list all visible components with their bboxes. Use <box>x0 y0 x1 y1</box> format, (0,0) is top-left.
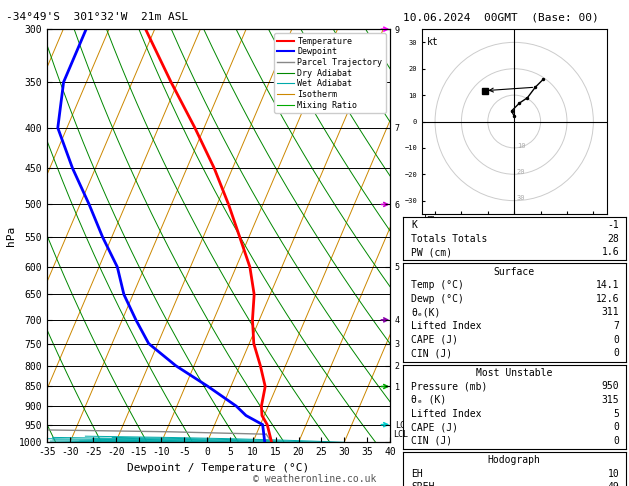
Text: Surface: Surface <box>494 267 535 277</box>
Text: 10.06.2024  00GMT  (Base: 00): 10.06.2024 00GMT (Base: 00) <box>403 12 598 22</box>
Text: 14.1: 14.1 <box>596 280 619 290</box>
Text: 0: 0 <box>613 422 619 432</box>
Text: LCL: LCL <box>393 430 408 439</box>
Legend: Temperature, Dewpoint, Parcel Trajectory, Dry Adiabat, Wet Adiabat, Isotherm, Mi: Temperature, Dewpoint, Parcel Trajectory… <box>274 34 386 113</box>
Text: θₑ (K): θₑ (K) <box>411 395 447 405</box>
Text: 311: 311 <box>601 308 619 317</box>
Text: PW (cm): PW (cm) <box>411 247 453 257</box>
Text: 0: 0 <box>613 436 619 446</box>
Text: 1.6: 1.6 <box>601 247 619 257</box>
Text: Most Unstable: Most Unstable <box>476 368 552 378</box>
Text: CIN (J): CIN (J) <box>411 436 453 446</box>
Y-axis label: km
ASL: km ASL <box>420 214 438 236</box>
Text: © weatheronline.co.uk: © weatheronline.co.uk <box>253 473 376 484</box>
Text: Pressure (mb): Pressure (mb) <box>411 382 488 391</box>
Text: Hodograph: Hodograph <box>487 455 541 465</box>
Text: 10: 10 <box>517 142 525 149</box>
X-axis label: Dewpoint / Temperature (°C): Dewpoint / Temperature (°C) <box>128 463 309 473</box>
Y-axis label: hPa: hPa <box>6 226 16 246</box>
Text: kt: kt <box>427 37 439 47</box>
Text: 20: 20 <box>517 169 525 175</box>
Text: θₑ(K): θₑ(K) <box>411 308 441 317</box>
Text: 0: 0 <box>613 335 619 345</box>
Text: 28: 28 <box>608 234 619 243</box>
Text: CIN (J): CIN (J) <box>411 348 453 358</box>
Text: Dewp (°C): Dewp (°C) <box>411 294 464 304</box>
Text: 7: 7 <box>613 321 619 331</box>
Text: K: K <box>411 220 418 230</box>
Text: 49: 49 <box>608 483 619 486</box>
Text: Lifted Index: Lifted Index <box>411 321 482 331</box>
Text: 315: 315 <box>601 395 619 405</box>
Text: Totals Totals: Totals Totals <box>411 234 488 243</box>
Text: SREH: SREH <box>411 483 435 486</box>
Text: CAPE (J): CAPE (J) <box>411 335 459 345</box>
Text: -1: -1 <box>608 220 619 230</box>
Text: 10: 10 <box>608 469 619 479</box>
Text: 5: 5 <box>613 409 619 418</box>
Text: 30: 30 <box>517 195 525 201</box>
Text: Lifted Index: Lifted Index <box>411 409 482 418</box>
Text: 12.6: 12.6 <box>596 294 619 304</box>
Text: -34°49'S  301°32'W  21m ASL: -34°49'S 301°32'W 21m ASL <box>6 12 189 22</box>
Text: Temp (°C): Temp (°C) <box>411 280 464 290</box>
Text: 0: 0 <box>613 348 619 358</box>
Text: CAPE (J): CAPE (J) <box>411 422 459 432</box>
Text: EH: EH <box>411 469 423 479</box>
Text: 950: 950 <box>601 382 619 391</box>
